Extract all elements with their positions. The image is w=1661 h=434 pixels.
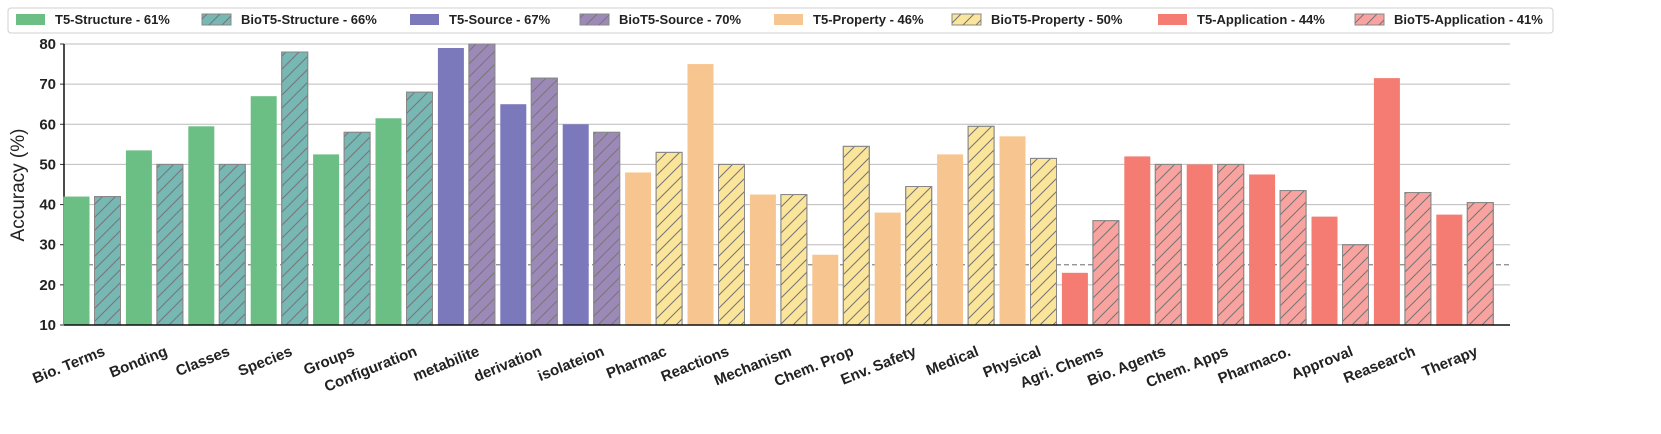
y-tick-label: 80 [39, 36, 56, 53]
bar-biot5-hatch [1217, 163, 1245, 326]
bar-biot5-hatch [905, 186, 933, 326]
bar-biot5-hatch [343, 131, 371, 326]
legend-swatch-hatch [952, 14, 981, 25]
bar-t5-structure [250, 96, 277, 325]
bar-biot5-hatch [218, 163, 246, 326]
bar-biot5-hatch [468, 43, 496, 326]
bar-t5-application [1249, 174, 1276, 325]
bar-biot5-hatch [530, 77, 558, 326]
legend-label: T5-Application - 44% [1197, 12, 1325, 27]
bar-t5-property [812, 254, 839, 325]
x-tick-label: Bonding [107, 343, 170, 382]
x-tick-label: Medical [924, 343, 981, 379]
bar-t5-property [874, 212, 901, 325]
legend-swatch [774, 14, 803, 25]
bar-t5-application [1311, 216, 1338, 325]
bar-biot5-hatch [1342, 244, 1369, 326]
bars [63, 43, 1494, 326]
x-tick-label: Classes [173, 343, 232, 380]
legend-label: BioT5-Structure - 66% [241, 12, 377, 27]
legend-label: BioT5-Application - 41% [1394, 12, 1543, 27]
bar-biot5-hatch [842, 145, 870, 326]
bar-biot5-hatch [1466, 202, 1494, 326]
legend-swatch [16, 14, 45, 25]
legend-label: BioT5-Source - 70% [619, 12, 742, 27]
y-tick-label: 50 [39, 156, 56, 173]
y-tick-label: 40 [39, 197, 56, 214]
legend-label: T5-Property - 46% [813, 12, 924, 27]
x-tick-label: Species [236, 343, 295, 380]
bar-t5-application [1436, 214, 1463, 325]
bar-biot5-hatch [718, 163, 745, 326]
y-tick-label: 60 [39, 116, 56, 133]
legend: T5-Structure - 61% BioT5-Structure - 66% T… [7, 7, 1554, 34]
x-tick-label: isolateion [535, 343, 606, 385]
bar-t5-application [1124, 156, 1151, 325]
x-axis: Bio. Terms Bonding Classes Species GroupsCon… [30, 324, 1510, 396]
bar-t5-property [749, 194, 776, 325]
bar-t5-property [687, 64, 714, 326]
legend-label: T5-Structure - 61% [55, 12, 170, 27]
y-tick-label: 70 [39, 76, 56, 93]
bar-biot5-hatch [1092, 220, 1120, 326]
bar-biot5-hatch [655, 151, 683, 326]
bar-t5-structure [375, 118, 402, 325]
bar-t5-application [1186, 164, 1213, 325]
bar-t5-source [500, 104, 527, 325]
bar-t5-property [999, 136, 1026, 325]
x-tick-label: derivation [471, 343, 544, 386]
x-tick-label: Bio. Terms [30, 343, 107, 387]
bar-t5-property [937, 154, 964, 325]
legend-swatch-hatch [202, 14, 231, 25]
bar-biot5-hatch [1404, 192, 1432, 326]
bar-t5-structure [125, 150, 152, 325]
bar-biot5-hatch [593, 131, 621, 326]
bar-t5-application [1061, 272, 1088, 325]
legend-label: BioT5-Property - 50% [991, 12, 1123, 27]
bar-biot5-hatch [156, 163, 184, 326]
x-tick-label: Pharmaco. [1216, 343, 1293, 387]
bar-t5-structure [63, 196, 90, 325]
bar-biot5-hatch [406, 91, 433, 326]
legend-swatch-hatch [1355, 14, 1384, 25]
bar-t5-structure [188, 126, 215, 326]
bar-biot5-hatch [1279, 190, 1307, 326]
x-tick-label: Therapy [1420, 343, 1481, 381]
x-tick-label: Pharmac [604, 343, 669, 383]
bar-biot5-hatch [1154, 163, 1182, 326]
bar-t5-structure [313, 154, 340, 325]
x-tick-label: Reasearch [1341, 343, 1418, 387]
bar-t5-source [562, 124, 589, 326]
bar-biot5-hatch [967, 125, 995, 326]
legend-swatch [1158, 14, 1187, 25]
x-tick-label: metabilite [411, 343, 482, 385]
bar-t5-application [1373, 78, 1400, 325]
bar-t5-property [625, 172, 652, 325]
legend-label: T5-Source - 67% [449, 12, 551, 27]
bar-biot5-hatch [281, 51, 309, 326]
y-axis-title: Accuracy (%) [8, 129, 29, 242]
legend-swatch-hatch [580, 14, 609, 25]
bar-biot5-hatch [780, 194, 808, 326]
y-tick-label: 20 [39, 277, 56, 294]
y-tick-label: 30 [39, 237, 56, 254]
legend-swatch [410, 14, 439, 25]
y-tick-label: 10 [39, 317, 56, 334]
bar-biot5-hatch [94, 196, 121, 326]
bar-biot5-hatch [1030, 157, 1057, 326]
bar-t5-source [437, 48, 464, 326]
y-axis: 10 20 30 40 50 60 70 80 [39, 36, 65, 334]
